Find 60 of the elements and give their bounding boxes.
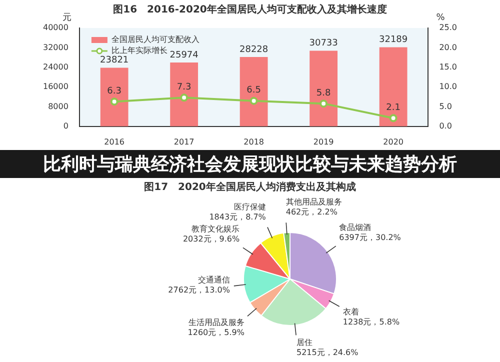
slice-label: 其他用品及服务 bbox=[286, 198, 342, 207]
y2-tick-label: 5.0 bbox=[439, 102, 452, 111]
point bbox=[389, 114, 398, 122]
y-tick-label: 32000 bbox=[42, 42, 68, 52]
x-tick-label: 2016 bbox=[104, 137, 125, 146]
point bbox=[110, 98, 118, 106]
data-label: 1260元，5.9% bbox=[188, 328, 245, 337]
data-label: 1843元，8.7% bbox=[209, 212, 266, 222]
slice-label: 交通通信 bbox=[198, 276, 230, 285]
bar bbox=[100, 68, 128, 126]
data-label: 462元，2.2% bbox=[286, 208, 338, 217]
chart-title: 图17 2020年全国居民人均消费支出及其构成 bbox=[143, 180, 357, 195]
y-tick-label: 24000 bbox=[42, 62, 68, 72]
data-label: 6.5 bbox=[246, 86, 261, 96]
data-label: 6397元，30.2% bbox=[339, 232, 402, 242]
y2-tick-label: 0.0 bbox=[439, 121, 452, 130]
point bbox=[250, 96, 258, 105]
data-label: 5215元，24.6% bbox=[296, 348, 359, 358]
data-label: 25974 bbox=[170, 50, 199, 60]
data-label: 2.1 bbox=[386, 102, 400, 113]
y2-tick-label: 10.0 bbox=[439, 82, 457, 92]
bar bbox=[379, 47, 408, 126]
bar bbox=[170, 62, 198, 126]
data-label: 5.8 bbox=[316, 88, 331, 98]
x-tick-label: 2020 bbox=[383, 137, 404, 146]
bar bbox=[310, 50, 338, 126]
point bbox=[320, 100, 328, 108]
legend-label: 比上年实际增长 bbox=[111, 46, 168, 56]
slice-label: 食品烟酒 bbox=[339, 222, 372, 232]
y-axis-title: 元 bbox=[62, 12, 72, 23]
point bbox=[180, 94, 188, 102]
data-label: 32189 bbox=[378, 35, 408, 46]
x-tick-label: 2019 bbox=[313, 137, 334, 146]
slice-label: 居住 bbox=[296, 338, 312, 348]
y-tick-label: 40000 bbox=[42, 23, 68, 32]
data-label: 6.3 bbox=[107, 86, 122, 96]
text: 比利时与瑞典经济社会发展现状比较与未来趋势分析 bbox=[0, 150, 500, 178]
data-label: 1238元，5.8% bbox=[342, 317, 400, 326]
slice-label: 衣着 bbox=[342, 307, 359, 316]
y-tick-label: 8000 bbox=[48, 102, 68, 111]
y2-tick-label: 15.0 bbox=[439, 62, 457, 72]
chart-title: 图16 2016-2020年全国居民人均可支配收入及其增长速度 bbox=[113, 4, 387, 16]
data-label: 7.3 bbox=[176, 82, 192, 93]
data-label: 30733 bbox=[309, 38, 338, 49]
bar bbox=[240, 56, 268, 126]
data-label: 23821 bbox=[100, 56, 129, 66]
slice-label: 教育文化娱乐 bbox=[192, 224, 240, 234]
x-tick-label: 2017 bbox=[174, 137, 194, 146]
x-tick-label: 2018 bbox=[244, 137, 264, 146]
y-tick-label: 0 bbox=[63, 121, 68, 130]
y-tick-label: 16000 bbox=[42, 82, 68, 92]
slice-label: 生活用品及服务 bbox=[188, 318, 244, 327]
y2-tick-label: 25.0 bbox=[439, 23, 457, 32]
slice-label: 医疗保健 bbox=[234, 202, 266, 212]
y2-tick-label: 20.0 bbox=[439, 42, 457, 52]
data-label: 2762元，13.0% bbox=[168, 286, 230, 295]
legend-label: 全国居民人均可支配收入 bbox=[111, 35, 200, 44]
y2-axis-title: % bbox=[436, 12, 446, 23]
data-label: 2032元，9.6% bbox=[182, 234, 240, 244]
data-label: 28228 bbox=[240, 44, 268, 55]
